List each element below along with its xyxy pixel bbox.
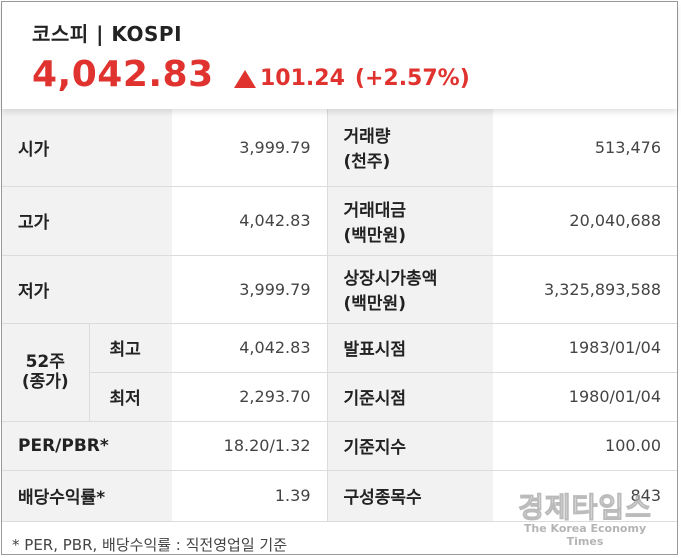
change-amount: 101.24 [260, 66, 345, 91]
watermark-logo: 경제타임스 The Korea Economy Times [510, 486, 660, 549]
market-cap-label-line2: (백만원) [343, 294, 406, 314]
week52-high-value: 4,042.83 [172, 323, 328, 373]
dividend-yield-label: 배당수익률* [2, 470, 172, 522]
base-date-value: 1980/01/04 [493, 372, 677, 422]
table-row: 최저 2,293.70 기준시점 1980/01/04 [2, 372, 677, 422]
table-row: 배당수익률* 1.39 구성종목수 843 [2, 470, 677, 522]
trade-amount-value: 20,040,688 [493, 186, 677, 256]
base-index-label: 기준지수 [327, 421, 493, 471]
week52-label-line2: (종가) [21, 372, 69, 392]
index-header: 코스피 | KOSPI 4,042.83 101.24 (+2.57%) [2, 2, 677, 109]
per-pbr-value: 18.20/1.32 [172, 421, 328, 471]
table-row: 저가 3,999.79 상장시가총액 (백만원) 3,325,893,588 [2, 255, 677, 324]
open-label: 시가 [2, 109, 172, 187]
announce-date-label: 발표시점 [327, 323, 493, 373]
table-row: 고가 4,042.83 거래대금 (백만원) 20,040,688 [2, 186, 677, 256]
week52-high-label: 최고 [89, 323, 172, 373]
announce-date-value: 1983/01/04 [493, 323, 677, 373]
current-price: 4,042.83 [32, 54, 214, 95]
trade-amount-label: 거래대금 (백만원) [327, 186, 493, 256]
volume-label-line2: (천주) [343, 152, 391, 173]
table-row: 시가 3,999.79 거래량 (천주) 513,476 [2, 109, 677, 187]
volume-label: 거래량 (천주) [327, 109, 493, 187]
volume-value: 513,476 [493, 109, 677, 187]
low-value: 3,999.79 [172, 255, 328, 324]
price-change: 101.24 (+2.57%) [234, 66, 470, 91]
footnote: * PER, PBR, 배당수익률 : 직전영업일 기준 [12, 536, 288, 554]
watermark-korean: 경제타임스 [518, 491, 652, 525]
up-arrow-icon [234, 69, 256, 88]
market-cap-value: 3,325,893,588 [493, 255, 677, 324]
trade-amount-label-line1: 거래대금 [343, 200, 407, 221]
constituents-value: 843 [493, 470, 677, 522]
table-row: 52주 (종가) 최고 4,042.83 발표시점 1983/01/04 [2, 323, 677, 422]
base-index-value: 100.00 [493, 421, 677, 471]
per-pbr-label: PER/PBR* [2, 421, 172, 471]
low-label: 저가 [2, 255, 172, 324]
constituents-label: 구성종목수 [327, 470, 493, 522]
high-label: 고가 [2, 186, 172, 256]
market-cap-label-line1: 상장시가총액 [343, 269, 438, 289]
base-date-label: 기준시점 [327, 372, 493, 422]
trade-amount-label-line2: (백만원) [343, 225, 406, 246]
table-row: PER/PBR* 18.20/1.32 기준지수 100.00 [2, 421, 677, 471]
market-cap-label: 상장시가총액 (백만원) [327, 255, 493, 324]
week52-low-value: 2,293.70 [172, 372, 328, 422]
dividend-yield-value: 1.39 [172, 470, 328, 522]
volume-label-line1: 거래량 [343, 127, 391, 148]
week52-low-label: 최저 [89, 372, 172, 422]
open-value: 3,999.79 [172, 109, 328, 187]
watermark-english: The Korea Economy Times [523, 522, 647, 548]
index-stats-table: 시가 3,999.79 거래량 (천주) 513,476 고가 4,042.83… [2, 109, 677, 522]
change-percent: (+2.57%) [354, 66, 470, 91]
high-value: 4,042.83 [172, 186, 328, 256]
index-title: 코스피 | KOSPI [32, 22, 183, 46]
week52-label-line1: 52주 [25, 351, 65, 372]
week52-label: 52주 (종가) [2, 323, 90, 422]
